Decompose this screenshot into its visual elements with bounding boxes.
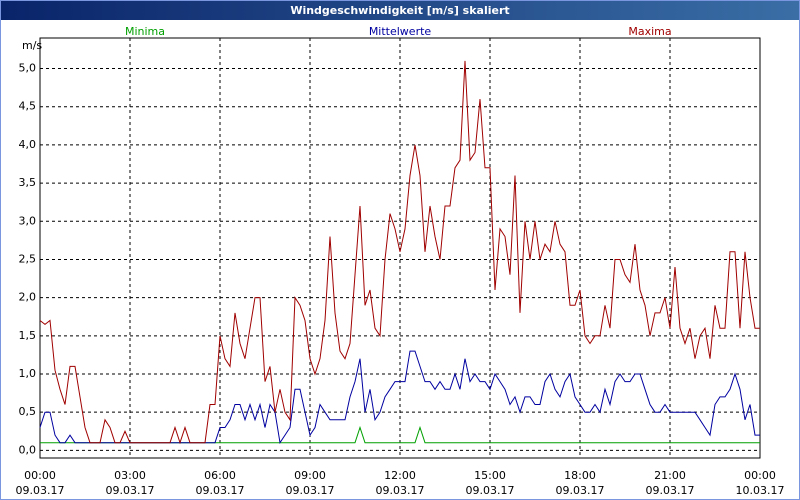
x-tick-label: 12:00 09.03.17 bbox=[376, 469, 425, 497]
y-tick-label: 1,5 bbox=[19, 329, 37, 342]
y-axis-unit: m/s bbox=[22, 39, 42, 52]
tick-label-line: 18:00 bbox=[564, 469, 596, 482]
tick-label-line: 03:00 bbox=[114, 469, 146, 482]
y-tick-label: 2,5 bbox=[19, 252, 37, 265]
y-tick-label: 4,5 bbox=[19, 100, 37, 113]
title-bar bbox=[1, 1, 799, 20]
x-tick-label: 00:00 09.03.17 bbox=[16, 469, 65, 497]
tick-label-line: 09.03.17 bbox=[286, 484, 335, 497]
tick-label-line: 10.03.17 bbox=[736, 484, 785, 497]
x-tick-label: 00:00 10.03.17 bbox=[736, 469, 785, 497]
tick-label-line: 09.03.17 bbox=[16, 484, 65, 497]
tick-label-line: 06:00 bbox=[204, 469, 236, 482]
x-tick-label: 21:00 09.03.17 bbox=[646, 469, 695, 497]
chart-title: Windgeschwindigkeit [m/s] skaliert bbox=[290, 4, 509, 17]
tick-label-line: 09:00 bbox=[294, 469, 326, 482]
x-tick-label: 06:00 09.03.17 bbox=[196, 469, 245, 497]
legend-entry: Minima bbox=[125, 25, 165, 38]
tick-label-line: 09.03.17 bbox=[376, 484, 425, 497]
tick-label-line: 00:00 bbox=[744, 469, 776, 482]
y-tick-label: 2,0 bbox=[19, 291, 37, 304]
tick-label-line: 12:00 bbox=[384, 469, 416, 482]
legend-entry: Mittelwerte bbox=[369, 25, 432, 38]
legend-entry: Maxima bbox=[628, 25, 671, 38]
x-tick-label: 18:00 09.03.17 bbox=[556, 469, 605, 497]
tick-label-line: 09.03.17 bbox=[196, 484, 245, 497]
tick-label-line: 00:00 bbox=[24, 469, 56, 482]
tick-label-line: 09.03.17 bbox=[646, 484, 695, 497]
y-tick-label: 0,0 bbox=[19, 443, 37, 456]
tick-label-line: 09.03.17 bbox=[106, 484, 155, 497]
tick-label-line: 09.03.17 bbox=[466, 484, 515, 497]
plot-border bbox=[39, 37, 761, 459]
tick-label-line: 21:00 bbox=[654, 469, 686, 482]
series-line bbox=[39, 60, 760, 445]
y-tick-label: 3,0 bbox=[19, 214, 37, 227]
tick-label-line: 09.03.17 bbox=[556, 484, 605, 497]
y-tick-label: 3,5 bbox=[19, 176, 37, 189]
x-tick-label: 03:00 09.03.17 bbox=[106, 469, 155, 497]
y-tick-label: 4,0 bbox=[19, 138, 37, 151]
x-tick-label: 15:00 09.03.17 bbox=[466, 469, 515, 497]
y-tick-label: 0,5 bbox=[19, 405, 37, 418]
y-tick-label: 5,0 bbox=[19, 62, 37, 75]
x-tick-label: 09:00 09.03.17 bbox=[286, 469, 335, 497]
y-tick-label: 1,0 bbox=[19, 367, 37, 380]
tick-label-line: 15:00 bbox=[474, 469, 506, 482]
